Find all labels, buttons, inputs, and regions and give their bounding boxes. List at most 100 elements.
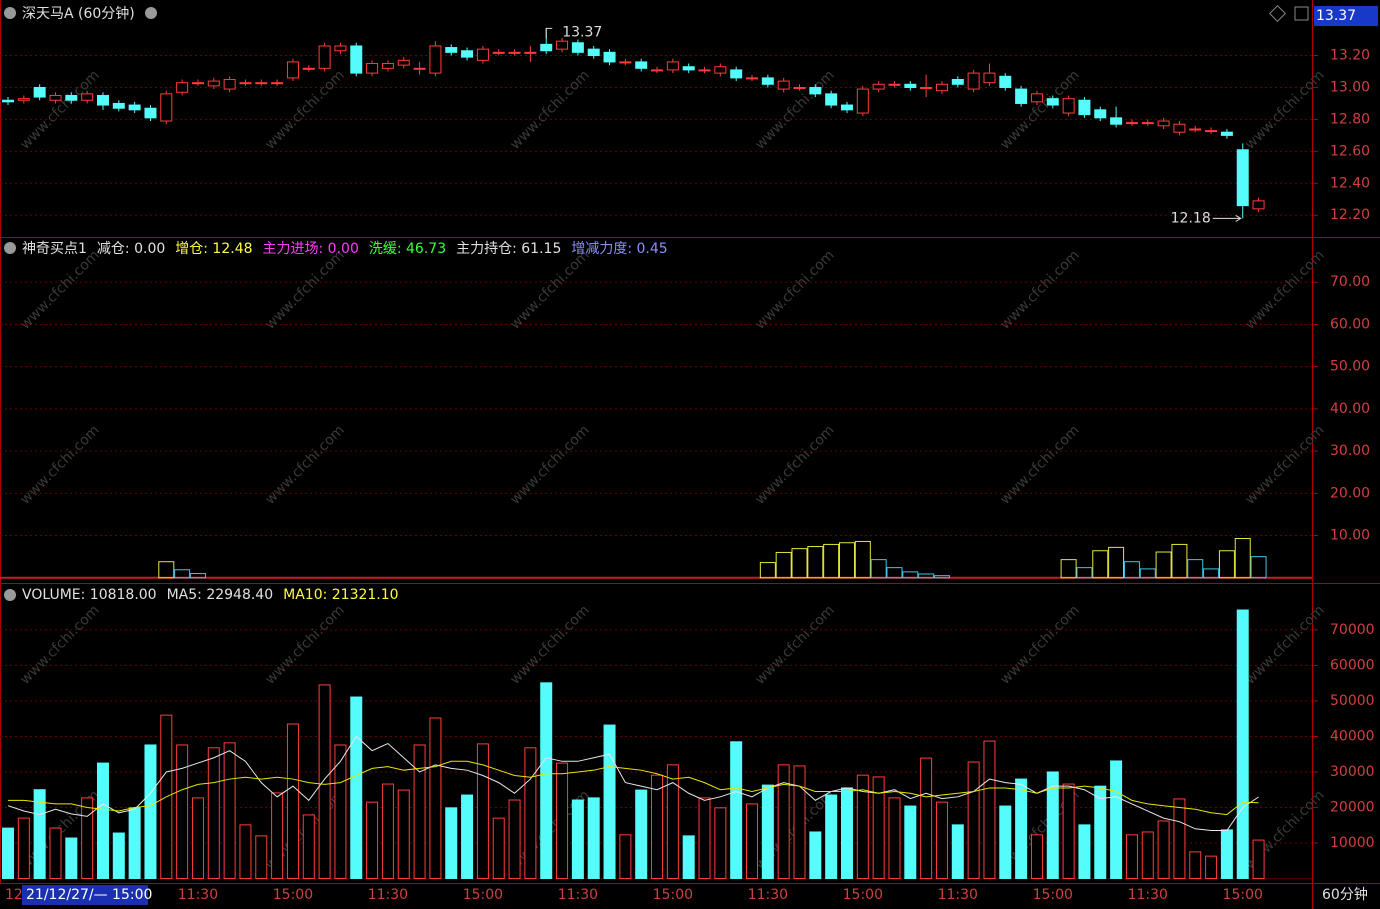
candle-body [809,86,822,95]
watermark: www.cfchi.com [1242,602,1328,688]
volume-bar [761,784,774,879]
volume-bar [318,684,331,880]
candle-body [951,78,964,85]
y-tick-label: 13.00 [1330,79,1370,95]
watermark: www.cfchi.com [1242,247,1328,333]
volume-bar [112,832,125,879]
indicator-bar [759,562,776,579]
volume-bar [920,757,933,880]
volume-bar [730,741,743,880]
readout: VOLUME: 10818.00 [22,587,157,603]
x-tick-label: 11:30 [938,887,978,903]
ma-line [8,760,1259,816]
x-tick-label: 11:30 [748,887,788,903]
bars [0,609,1312,880]
watermark: www.cfchi.com [507,247,593,333]
volume-bar [698,797,711,879]
indicator-bar [902,571,919,579]
candle-body [461,50,474,58]
candle-body [571,42,584,53]
candle-body [888,83,901,86]
icon[interactable] [1269,5,1286,22]
volume-bar [2,827,14,880]
menu-dot[interactable] [4,7,16,19]
indicator-bar [1155,551,1172,579]
volume-bar [1236,609,1249,879]
candle-body [366,63,379,74]
y-tick-label: 10000 [1330,835,1375,851]
menu-dot[interactable] [144,7,157,19]
cursor-label: 21/12/27/— 15:00 [26,887,152,903]
volume-bar [651,774,664,880]
watermark: www.cfchi.com [507,67,593,153]
watermark: www.cfchi.com [1242,67,1328,153]
last-price: 13.37 [1316,8,1356,24]
x-tick-label: 15:00 [843,887,883,903]
candle-body [33,86,46,98]
readout: 增减力度: 0.45 [571,241,668,257]
candle-body [144,107,157,119]
y-tick-label: 20.00 [1330,485,1370,501]
volume-bar [635,789,648,880]
icon[interactable] [1294,6,1309,21]
volume-bar [619,834,632,880]
volume-bar [65,837,78,879]
period-label: 60分钟 [1322,886,1368,903]
candle-body [2,99,14,103]
y-tick-label: 12.40 [1330,175,1370,191]
watermark: www.cfchi.com [17,67,103,153]
candle-body [65,94,78,101]
candle-body [1030,93,1043,103]
watermark: www.cfchi.com [17,602,103,688]
candle-body [271,82,284,85]
watermark: www.cfchi.com [997,247,1083,333]
volume-bar [223,742,236,879]
indicator-bar [933,575,950,579]
candle-body [191,82,204,85]
candle-body [1157,120,1170,127]
indicator-bar [1218,550,1235,579]
candle-body [793,86,806,89]
volume-bar [239,824,252,879]
volume-bar [508,799,521,879]
indicator-bar [1108,546,1125,579]
y-tick-label: 30.00 [1330,443,1370,459]
volume-bar [1220,829,1233,879]
candle-body [603,51,616,63]
candle-body [302,67,315,70]
volume-bar [999,805,1012,879]
candle-body [1062,98,1075,114]
candle-body [619,61,632,64]
candle-body [397,59,410,66]
candle-body [666,61,679,71]
volume-bar [429,717,442,880]
candle-body [1173,123,1186,133]
candle-body [81,93,94,101]
indicator-bar [1203,568,1220,579]
volume-bar [81,797,94,879]
readout: 主力进场: 0.00 [262,241,359,257]
candle-body [49,94,62,101]
candle-body [777,80,790,90]
volume-bar [825,794,838,879]
y-tick-label: 40.00 [1330,401,1370,417]
candle-body [1015,88,1028,104]
candle-body [413,67,426,70]
indicator-name: 神奇买点1 [22,241,87,257]
volume-bar [49,827,62,880]
title: 深天马A (60分钟) [22,6,135,22]
volume-bar [1141,831,1154,879]
indicator-bar [1171,543,1188,579]
menu-dot[interactable] [4,589,16,601]
volume-bar [476,743,489,880]
volume-bar [461,794,474,879]
menu-dot[interactable] [4,242,16,254]
watermark: www.cfchi.com [997,602,1083,688]
candle-body [1110,117,1123,125]
candle-body [350,45,363,74]
watermark: www.cfchi.com [752,422,838,508]
y-tick-label: 40000 [1330,728,1375,744]
candle-body [999,75,1012,88]
candle-body [17,98,30,101]
